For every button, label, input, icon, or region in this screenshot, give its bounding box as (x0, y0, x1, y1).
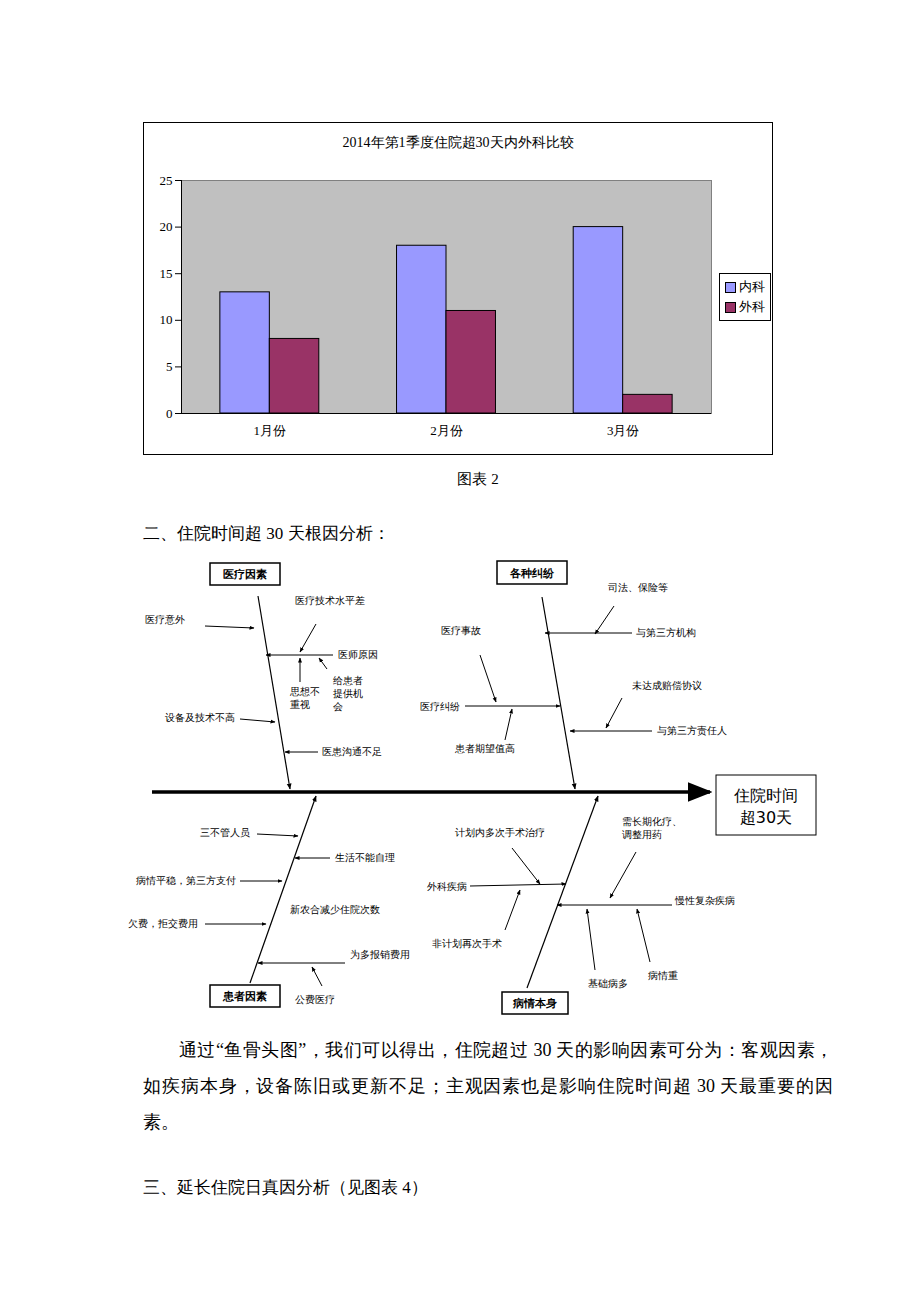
svg-text:三不管人员: 三不管人员 (200, 827, 250, 838)
html-text:二、住院时间超 30 天根因分析：: 二、住院时间超 30 天根因分析： (143, 524, 390, 543)
html-text:图表 2: 图表 2 (457, 471, 499, 487)
svg-text:5: 5 (166, 359, 173, 374)
svg-text:医疗因素: 医疗因素 (223, 568, 267, 581)
svg-text:病情重: 病情重 (648, 970, 678, 981)
svg-text:生活不能自理: 生活不能自理 (335, 852, 395, 863)
svg-text:医师原因: 医师原因 (338, 649, 378, 660)
svg-text:1月份: 1月份 (254, 423, 287, 438)
html-text:通过“鱼骨头图”，我们可以得出，住院超过 30 天的影响因素: 通过“鱼骨头图”，我们可以得出，住院超过 30 天的影响因素可分为：客观因素，如… (143, 1040, 833, 1132)
svg-text:未达成赔偿协议: 未达成赔偿协议 (632, 680, 702, 691)
svg-text:医疗事故: 医疗事故 (441, 625, 481, 636)
svg-text:15: 15 (160, 266, 173, 281)
svg-text:病情本身: 病情本身 (512, 997, 557, 1010)
svg-text:需长期化疗、: 需长期化疗、 (622, 816, 682, 827)
svg-text:各种纠纷: 各种纠纷 (509, 567, 555, 580)
svg-text:为多报销费用: 为多报销费用 (350, 949, 410, 960)
svg-text:计划内多次手术治疗: 计划内多次手术治疗 (455, 827, 545, 838)
html-text:外科: 外科 (739, 299, 765, 314)
svg-text:非计划再次手术: 非计划再次手术 (432, 938, 502, 949)
svg-text:会: 会 (333, 701, 343, 712)
svg-text:医患沟通不足: 医患沟通不足 (322, 746, 382, 757)
svg-text:10: 10 (160, 312, 173, 327)
svg-text:住院时间: 住院时间 (733, 786, 798, 805)
svg-text:25: 25 (160, 173, 173, 188)
svg-text:提供机: 提供机 (333, 688, 363, 699)
svg-text:与第三方机构: 与第三方机构 (636, 627, 696, 638)
svg-text:2月份: 2月份 (430, 423, 463, 438)
svg-text:20: 20 (160, 219, 173, 234)
svg-text:0: 0 (166, 406, 173, 421)
svg-text:重视: 重视 (290, 699, 310, 710)
svg-text:与第三方责任人: 与第三方责任人 (657, 725, 727, 736)
svg-text:医疗技术水平差: 医疗技术水平差 (295, 595, 365, 606)
html-text:三、延长住院日真因分析（见图表 4）: 三、延长住院日真因分析（见图表 4） (143, 1178, 428, 1197)
svg-text:公费医疗: 公费医疗 (295, 994, 335, 1005)
svg-text:欠费，拒交费用: 欠费，拒交费用 (128, 918, 198, 929)
svg-text:基础病多: 基础病多 (588, 978, 628, 989)
svg-text:思想不: 思想不 (289, 686, 320, 697)
svg-text:司法、保险等: 司法、保险等 (608, 582, 668, 593)
html-text:2014年第1季度住院超30天内外科比较: 2014年第1季度住院超30天内外科比较 (342, 135, 574, 150)
svg-text:医疗意外: 医疗意外 (145, 614, 185, 625)
svg-text:慢性复杂疾病: 慢性复杂疾病 (674, 895, 735, 906)
svg-text:医疗纠纷: 医疗纠纷 (420, 701, 460, 712)
html-text:内科: 内科 (739, 279, 765, 294)
svg-text:调整用药: 调整用药 (622, 829, 662, 840)
svg-text:超30天: 超30天 (740, 808, 792, 827)
svg-text:给患者: 给患者 (333, 675, 363, 686)
svg-text:设备及技术不高: 设备及技术不高 (165, 712, 235, 723)
svg-text:3月份: 3月份 (607, 423, 640, 438)
svg-text:外科疾病: 外科疾病 (427, 881, 467, 892)
svg-text:患者因素: 患者因素 (222, 990, 267, 1003)
svg-text:新农合减少住院次数: 新农合减少住院次数 (290, 904, 380, 915)
svg-text:病情平稳，第三方支付: 病情平稳，第三方支付 (136, 875, 236, 886)
svg-text:患者期望值高: 患者期望值高 (454, 743, 515, 754)
